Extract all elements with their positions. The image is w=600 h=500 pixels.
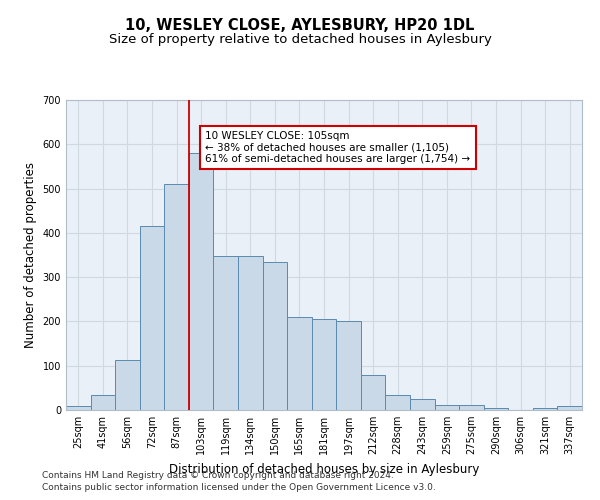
Bar: [336, 322, 361, 410]
Text: Size of property relative to detached houses in Aylesbury: Size of property relative to detached ho…: [109, 32, 491, 46]
Text: 10, WESLEY CLOSE, AYLESBURY, HP20 1DL: 10, WESLEY CLOSE, AYLESBURY, HP20 1DL: [125, 18, 475, 32]
Bar: [189, 153, 214, 410]
Text: Contains HM Land Registry data © Crown copyright and database right 2024.: Contains HM Land Registry data © Crown c…: [42, 471, 394, 480]
Bar: [115, 360, 140, 410]
Bar: [164, 184, 189, 410]
Bar: [557, 406, 582, 410]
Bar: [459, 404, 484, 410]
Bar: [312, 319, 336, 410]
Bar: [361, 376, 385, 410]
Bar: [91, 394, 115, 410]
Bar: [484, 408, 508, 410]
Bar: [238, 256, 263, 410]
X-axis label: Distribution of detached houses by size in Aylesbury: Distribution of detached houses by size …: [169, 462, 479, 475]
Text: 10 WESLEY CLOSE: 105sqm
← 38% of detached houses are smaller (1,105)
61% of semi: 10 WESLEY CLOSE: 105sqm ← 38% of detache…: [205, 131, 470, 164]
Bar: [410, 399, 434, 410]
Bar: [287, 317, 312, 410]
Bar: [385, 394, 410, 410]
Bar: [66, 406, 91, 410]
Bar: [434, 404, 459, 410]
Text: Contains public sector information licensed under the Open Government Licence v3: Contains public sector information licen…: [42, 484, 436, 492]
Y-axis label: Number of detached properties: Number of detached properties: [24, 162, 37, 348]
Bar: [533, 408, 557, 410]
Bar: [263, 262, 287, 410]
Bar: [140, 226, 164, 410]
Bar: [214, 256, 238, 410]
